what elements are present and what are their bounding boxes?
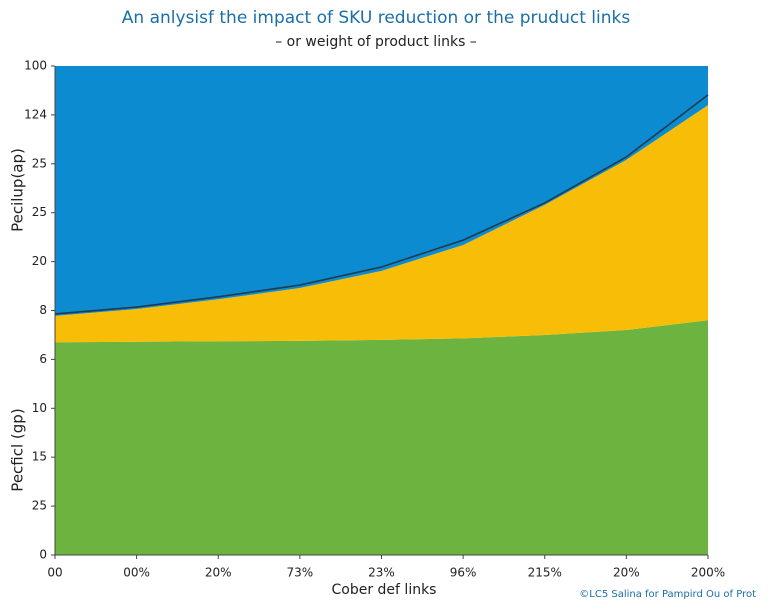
y-tick-label: 6: [39, 352, 47, 366]
x-tick-label: 215%: [528, 566, 562, 580]
area: [55, 105, 708, 343]
y-axis-label: Pecilup(ap): [9, 148, 27, 232]
x-tick-label: 20%: [205, 566, 232, 580]
y-tick-label: 25: [32, 156, 47, 170]
area: [55, 320, 708, 555]
y-tick-label: 8: [39, 303, 47, 317]
y-tick-label: 0: [39, 548, 47, 562]
y-tick-label: 20: [32, 254, 47, 268]
trend-line: [54, 94, 709, 315]
watermark: ©LC5 Salina for Pampird Ou of Prot: [579, 589, 756, 600]
x-axis-label: Cober def links: [332, 582, 437, 598]
y-tick-label: 10: [32, 401, 47, 415]
x-tick-label: 00: [47, 566, 62, 580]
y-axis-label: Pecficl (gp): [9, 408, 27, 491]
y-tick-label: 15: [32, 450, 47, 464]
y-tick-label: 124: [24, 107, 47, 121]
x-tick-label: 20%: [613, 566, 640, 580]
x-tick-label: 200%: [691, 566, 725, 580]
x-tick-label: 96%: [450, 566, 477, 580]
y-tick-label: 25: [32, 499, 47, 513]
area: [55, 66, 708, 316]
chart-subtitle: – or weight of product links –: [275, 34, 477, 50]
x-tick-label: 00%: [123, 566, 150, 580]
x-tick-label: 23%: [368, 566, 395, 580]
chart-title: An anlysisf the impact of SKU reduction …: [122, 8, 631, 28]
y-tick-label: 100: [24, 59, 47, 73]
x-tick-label: 73%: [287, 566, 314, 580]
y-tick-label: 25: [32, 205, 47, 219]
